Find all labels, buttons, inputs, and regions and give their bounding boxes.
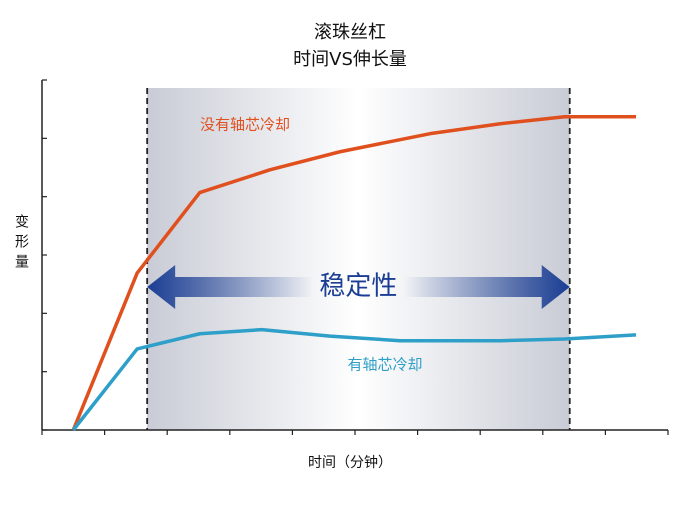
chart-title: 滚珠丝杠 — [314, 22, 386, 43]
arrow-right — [403, 265, 570, 309]
x-axis-label: 时间（分钟） — [308, 454, 392, 471]
background-layer — [147, 88, 570, 430]
stable-region — [147, 88, 570, 430]
annotation: 稳定性 — [319, 272, 397, 302]
arrow-left — [147, 265, 314, 309]
series-line — [71, 115, 637, 431]
y-axis-label: 变形量 — [13, 214, 29, 274]
series-label: 没有轴芯冷却 — [200, 116, 290, 134]
series-line — [71, 327, 637, 432]
chart-subtitle: 时间VS伸长量 — [293, 49, 407, 70]
series-label: 有轴芯冷却 — [347, 356, 422, 374]
